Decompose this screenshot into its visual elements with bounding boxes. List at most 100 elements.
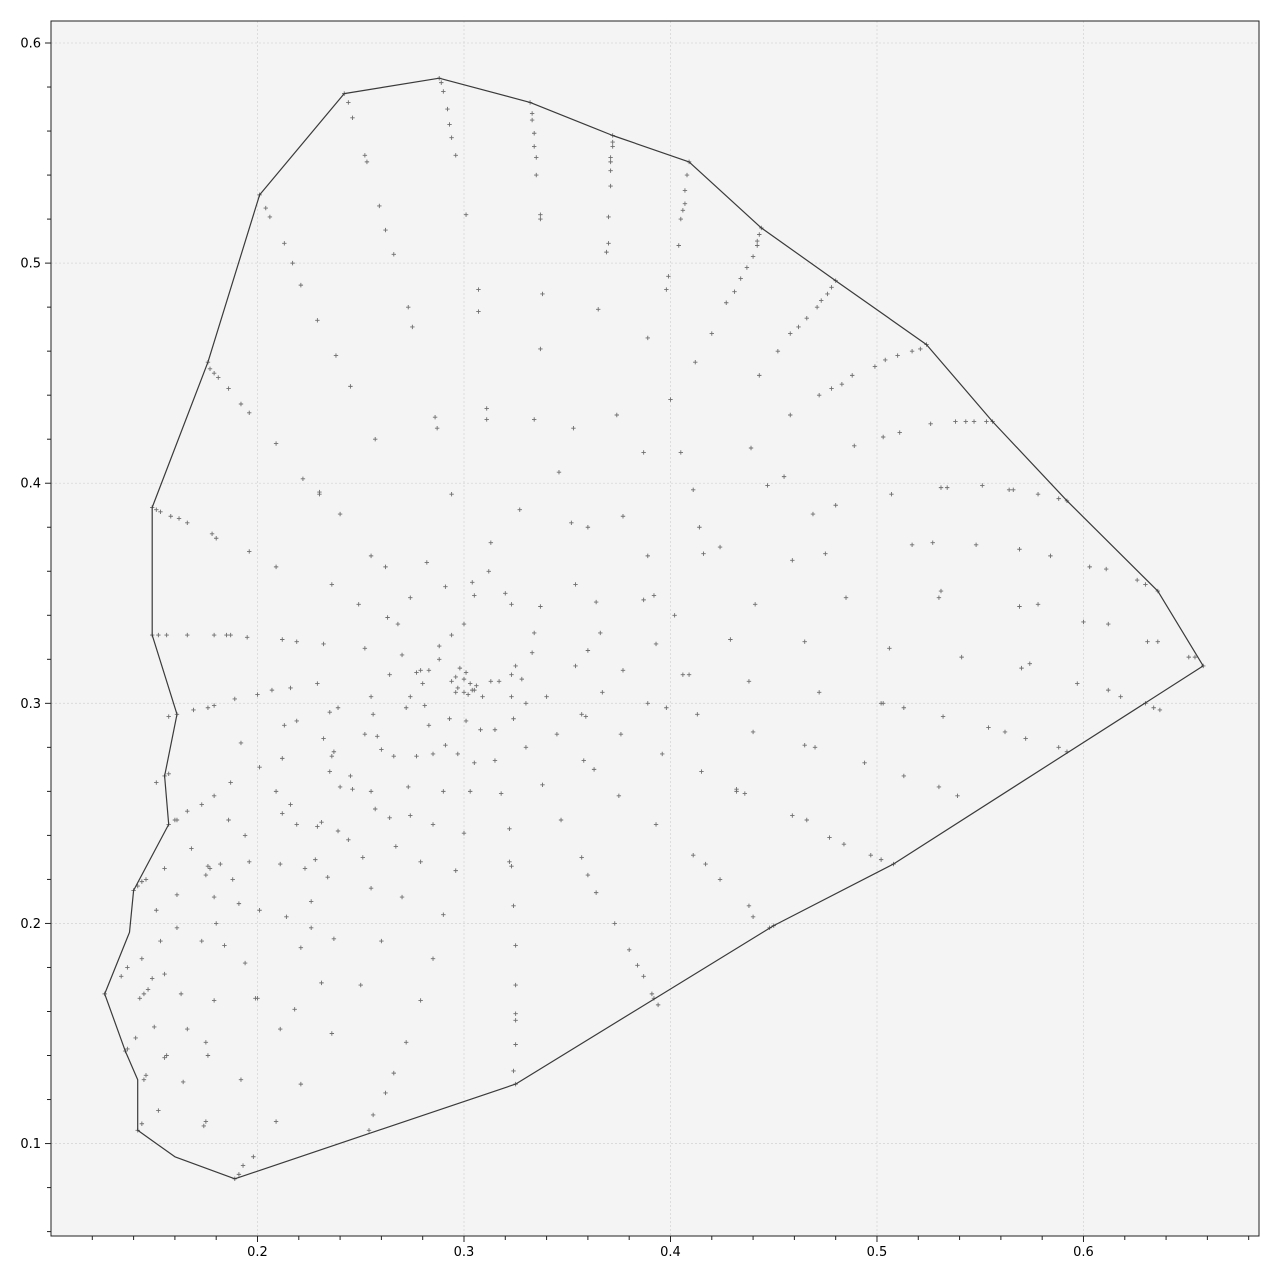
data-point: [387, 815, 392, 820]
data-point: [608, 159, 613, 165]
convex-hull: [104, 77, 1204, 1180]
data-point: [684, 172, 690, 178]
data-point: [325, 875, 330, 880]
data-point: [488, 679, 494, 684]
data-point: [350, 115, 355, 121]
data-point: [728, 637, 733, 642]
data-point: [812, 745, 818, 750]
data-point: [280, 756, 285, 761]
data-point: [209, 531, 215, 537]
data-point: [1106, 687, 1111, 693]
data-point: [125, 965, 130, 970]
data-point: [600, 690, 605, 695]
data-point: [959, 654, 964, 660]
data-point: [331, 936, 337, 942]
data-point: [211, 632, 217, 638]
plot-area: [51, 21, 1259, 1236]
data-point: [145, 987, 151, 992]
data-point: [666, 274, 671, 279]
data-point: [300, 476, 306, 482]
data-point: [814, 304, 820, 310]
data-point: [1186, 654, 1191, 660]
data-point: [203, 1040, 209, 1045]
data-point: [1017, 547, 1022, 552]
data-point: [608, 168, 613, 173]
data-point: [189, 846, 194, 851]
data-point: [199, 802, 204, 807]
data-point: [455, 685, 460, 691]
x-tick-label: 0.4: [660, 1245, 681, 1260]
data-point: [426, 723, 432, 728]
data-point: [598, 630, 603, 636]
data-point: [180, 1079, 186, 1085]
data-point: [395, 621, 401, 627]
data-point: [513, 663, 518, 669]
data-point: [878, 857, 884, 862]
data-point: [362, 153, 368, 158]
data-point: [441, 89, 446, 94]
data-point: [986, 725, 991, 730]
data-point: [329, 753, 335, 759]
data-point: [288, 685, 293, 691]
data-point: [321, 641, 326, 647]
data-point: [370, 712, 376, 717]
data-point: [498, 791, 504, 796]
data-point: [329, 1031, 335, 1036]
data-point: [292, 1007, 297, 1012]
data-point: [313, 857, 318, 862]
data-point: [327, 709, 332, 715]
data-point: [368, 694, 374, 699]
data-point: [414, 753, 419, 759]
data-point: [211, 703, 217, 708]
data-point: [686, 672, 692, 677]
data-point: [1192, 654, 1198, 660]
data-point: [1087, 564, 1092, 570]
data-point: [523, 745, 529, 750]
data-point: [540, 782, 545, 787]
data-point: [443, 742, 448, 748]
data-point: [511, 1068, 516, 1074]
data-point: [953, 419, 958, 424]
data-point: [247, 549, 252, 554]
data-point: [298, 945, 304, 950]
data-point: [746, 903, 752, 909]
data-point: [267, 214, 273, 220]
data-point: [294, 639, 299, 644]
data-point: [653, 822, 659, 827]
data-point: [517, 507, 522, 512]
data-point: [422, 703, 427, 708]
data-point: [282, 241, 287, 246]
data-point: [154, 780, 159, 785]
y-tick-label: 0.3: [20, 697, 41, 712]
data-point: [938, 485, 944, 490]
data-point: [472, 760, 477, 765]
data-point: [356, 602, 361, 607]
data-point: [484, 406, 489, 411]
data-point: [176, 516, 182, 521]
data-point: [418, 859, 423, 865]
data-point: [463, 718, 469, 724]
data-point: [523, 701, 529, 706]
data-point: [230, 877, 235, 882]
data-point: [513, 943, 518, 948]
data-point: [608, 183, 613, 189]
data-point: [399, 652, 405, 658]
data-point: [1134, 577, 1140, 583]
x-tick-label: 0.2: [247, 1245, 268, 1260]
data-point: [368, 886, 374, 891]
data-point: [224, 632, 229, 638]
data-point: [816, 392, 822, 398]
data-point: [697, 525, 702, 530]
data-point: [185, 632, 190, 638]
data-point: [936, 595, 942, 600]
data-point: [162, 1055, 167, 1060]
data-point: [529, 117, 535, 123]
data-point: [746, 679, 752, 684]
data-point: [399, 894, 405, 900]
data-point: [474, 683, 479, 688]
data-point: [273, 441, 279, 446]
data-point: [426, 668, 432, 673]
data-point: [174, 817, 180, 823]
data-point: [802, 742, 807, 748]
